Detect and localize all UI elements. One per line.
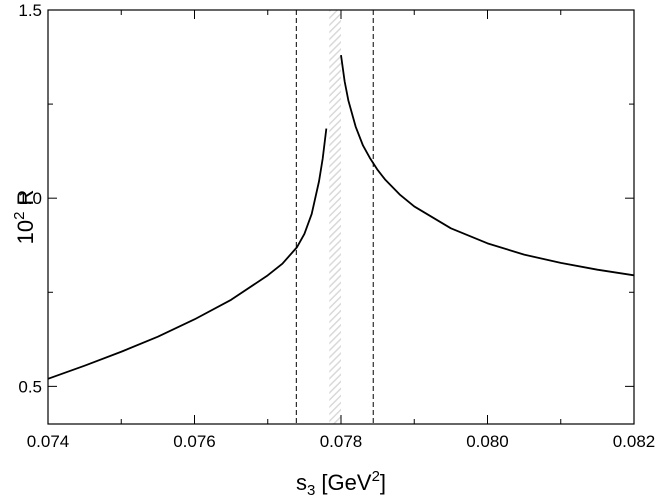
curve-branch-1 (48, 128, 328, 380)
x-tick-label: 0.076 (173, 432, 216, 451)
x-axis-title-subscript: 3 (307, 482, 315, 499)
x-axis-title: s3 [GeV2] (296, 468, 386, 499)
y-axis-title-symbol: R (13, 190, 38, 212)
curve-layer (48, 55, 634, 380)
shaded-band (329, 10, 341, 424)
vertical-lines-layer (295, 10, 374, 424)
x-axis-title-unit-close: ] (380, 470, 386, 495)
curve-branch-2 (340, 55, 634, 277)
y-ticks: 0.5 1.0 1.5 (18, 1, 634, 396)
x-tick-label: 0.074 (27, 432, 70, 451)
x-tick-label: 0.078 (320, 432, 363, 451)
y-axis-title: 102 R (11, 190, 38, 245)
x-axis-title-unit-open: [GeV (315, 470, 372, 495)
y-tick-label: 0.5 (18, 377, 42, 396)
y-tick-label: 1.0 (18, 189, 42, 208)
x-ticks: 0.074 0.076 0.078 0.080 0.082 (27, 10, 656, 451)
x-axis-title-base: s (296, 470, 307, 495)
x-tick-label: 0.082 (613, 432, 656, 451)
y-axis-title-base: 10 (13, 220, 38, 244)
x-axis-title-superscript: 2 (372, 468, 380, 485)
y-tick-label: 1.5 (18, 1, 42, 20)
shaded-band-layer (329, 10, 341, 424)
x-tick-label: 0.080 (466, 432, 509, 451)
y-axis-title-superscript: 2 (11, 212, 28, 220)
